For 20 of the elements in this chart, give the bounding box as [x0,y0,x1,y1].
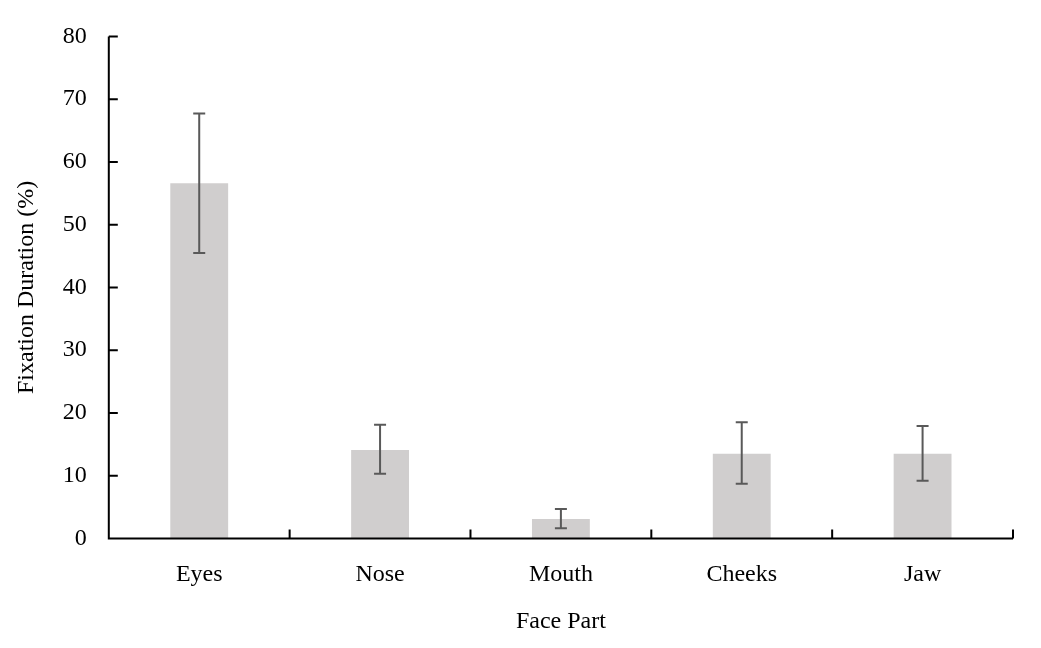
y-tick-label: 50 [62,209,87,236]
y-tick-label: 20 [62,398,87,425]
bar [893,453,952,539]
y-tick-label: 10 [62,460,87,487]
y-tick-label: 60 [62,147,87,174]
y-tick-label: 80 [62,21,87,48]
x-tick-label: Mouth [528,560,593,587]
bar [712,453,771,539]
x-tick-label: Jaw [903,560,942,587]
y-tick-label: 30 [62,335,87,362]
y-axis-title: Fixation Duration (%) [11,180,38,395]
y-tick-label: 0 [74,523,87,550]
y-tick-label: 70 [62,84,87,111]
x-axis-title: Face Part [515,606,607,633]
bar [170,183,229,539]
y-tick-label: 40 [62,272,87,299]
x-tick-label: Nose [355,560,405,587]
bar [351,449,409,539]
x-tick-label: Eyes [175,560,223,587]
x-tick-label: Cheeks [706,560,778,587]
